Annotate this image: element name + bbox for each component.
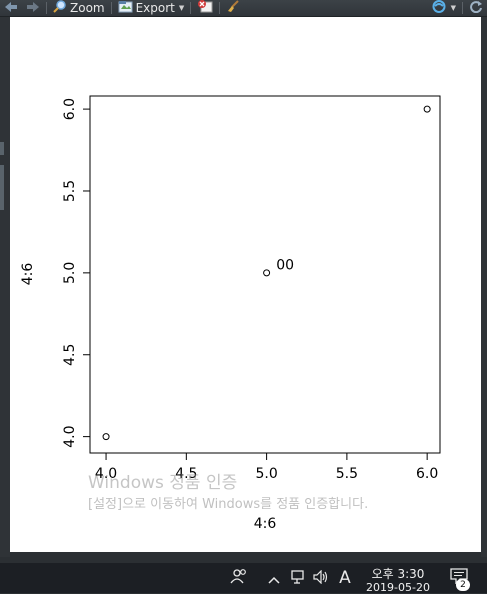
chevron-down-icon: ▼ [178,4,185,12]
remove-plot-button[interactable] [193,0,217,16]
taskbar: A 오후 3:30 2019-05-20 [0,563,487,594]
broom-icon [226,0,240,16]
network-button[interactable] [289,563,309,593]
pane-marker [0,142,4,155]
plot-frame [89,95,441,454]
y-tick-label: 4.0 [62,425,78,447]
annotations: 00 [276,258,294,274]
y-tick-label: 5.5 [62,180,78,202]
publish-button[interactable]: ▼ [427,0,460,16]
network-icon [291,569,307,588]
x-tick-label: 5.0 [255,466,277,482]
chevron-up-icon [268,569,280,588]
show-hidden-icons-button[interactable] [265,563,283,593]
refresh-button[interactable] [465,0,487,16]
x-axis-label: 4:6 [254,516,277,532]
clock-time: 오후 3:30 [371,567,425,581]
publish-icon [431,0,447,16]
y-axis-label: 4:6 [20,263,36,286]
activation-watermark-subtitle: [설정]으로 이동하여 Windows를 정품 인증합니다. [88,497,369,512]
adjacent-pane-edge [0,17,10,557]
forward-arrow-icon [26,1,40,16]
x-tick-label: 4.0 [95,466,117,482]
toolbar-separator [110,2,112,14]
y-tick-label: 5.0 [62,262,78,284]
pane-marker [0,165,4,210]
x-tick-label: 5.5 [336,466,358,482]
export-label: Export [135,1,175,15]
scatter-plot: 4.0 4.5 5.0 5.5 6.0 4.0 4.5 5.0 5.5 6.0 00 4:6 4… [20,95,441,532]
people-icon [230,568,248,588]
back-button[interactable] [0,0,22,16]
volume-button[interactable] [311,563,331,593]
toolbar-separator [190,2,192,14]
y-axis: 4.0 4.5 5.0 5.5 6.0 [62,98,90,448]
toolbar-separator [46,2,47,14]
activation-watermark-title: Windows 정품 인증 [88,473,238,493]
data-point [102,433,110,441]
clock-date: 2019-05-20 [366,581,430,594]
people-button[interactable] [226,563,252,593]
y-tick-label: 6.0 [62,98,78,120]
zoom-icon [53,0,67,16]
forward-button[interactable] [22,0,44,16]
data-point [263,269,271,277]
zoom-label: Zoom [70,1,105,15]
x-axis: 4.0 4.5 5.0 5.5 6.0 [95,453,438,482]
back-arrow-icon [4,1,18,16]
x-tick-label: 4.5 [175,466,197,482]
y-tick-label: 4.5 [62,344,78,366]
zoom-button[interactable]: Zoom [49,0,109,16]
adjacent-pane-edge [481,17,487,557]
toolbar-separator [219,2,221,14]
clear-all-button[interactable] [222,0,244,16]
volume-icon [313,569,329,588]
data-point [423,105,431,113]
point-annotation: 00 [276,258,294,274]
plot-panel: 4.0 4.5 5.0 5.5 6.0 4.0 4.5 5.0 5.5 6.0 00 4:6 4… [10,17,481,552]
x-tick-label: 6.0 [416,466,438,482]
refresh-icon [469,0,483,16]
export-icon [118,0,133,16]
toolbar-separator [462,2,463,14]
input-method-indicator[interactable]: A [339,568,351,588]
chevron-down-icon: ▼ [450,4,456,12]
notification-count-badge: 2 [456,579,470,591]
remove-plot-icon [197,0,213,16]
plots-toolbar: Zoom Export ▼ ▼ [0,0,487,17]
export-button[interactable]: Export ▼ [114,0,189,16]
data-points [102,105,431,441]
